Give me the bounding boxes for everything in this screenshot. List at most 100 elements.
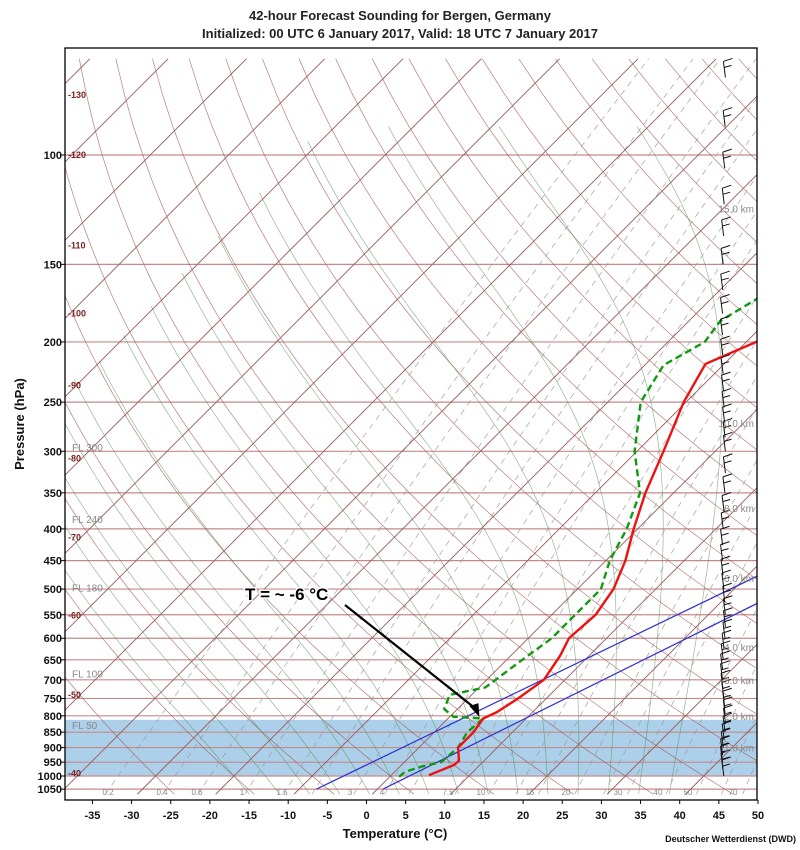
mixing-ratio-line <box>282 97 757 795</box>
wind-barb-flag <box>723 410 731 414</box>
wind-barb-flag <box>724 114 732 118</box>
x-tick-label: 0 <box>363 810 369 822</box>
mixing-ratio-label: 0.2 <box>102 788 114 797</box>
dry-adiabat <box>371 58 757 493</box>
wind-barb-flag <box>723 191 731 195</box>
wind-barb <box>722 622 726 639</box>
y-tick-label: 300 <box>44 446 62 458</box>
wind-barb <box>720 746 724 763</box>
dry-adiabat <box>628 58 757 203</box>
wind-barb-flag <box>722 763 730 767</box>
wind-barb-flag <box>724 711 732 715</box>
isotherm <box>450 487 757 795</box>
annotation-arrow <box>344 604 479 712</box>
isotherm <box>371 408 757 795</box>
dry-adiabat <box>65 498 335 795</box>
temperature-line <box>428 340 757 777</box>
isotherm-label: -110 <box>68 241 86 251</box>
wind-barb <box>720 653 724 671</box>
wind-barb <box>721 375 725 392</box>
wind-barb <box>720 248 724 265</box>
y-tick-label: 1050 <box>38 784 62 796</box>
flight-level-label: FL 300 <box>72 443 103 454</box>
wind-barb-flag <box>722 685 730 689</box>
plot-frame <box>64 47 758 801</box>
dry-adiabat <box>262 58 757 625</box>
wind-barb-flag <box>722 576 731 580</box>
isotherm <box>65 58 326 320</box>
isotherm-label: -90 <box>68 380 81 390</box>
moist-adiabat <box>498 126 664 795</box>
dry-adiabat <box>65 401 415 795</box>
mixing-ratio-label: 50 <box>684 788 693 797</box>
wind-barb-flag <box>721 640 731 645</box>
wind-barb <box>722 435 726 452</box>
x-tick-label: 25 <box>556 810 568 822</box>
dry-adiabat <box>775 59 800 794</box>
wind-barb-flag <box>721 756 731 761</box>
dry-adiabat <box>298 58 757 580</box>
wind-barb-flag <box>721 548 729 552</box>
x-tick-label: -30 <box>124 810 140 822</box>
wind-barb <box>720 559 724 576</box>
chart-title: 42-hour Forecast Sounding for Bergen, Ge… <box>249 8 551 23</box>
y-tick-label: 700 <box>44 675 62 687</box>
x-tick-label: 50 <box>752 810 764 822</box>
wind-barb-flag <box>724 460 732 464</box>
isotherm <box>65 58 404 398</box>
isotherm-label: -120 <box>68 150 86 160</box>
wind-barb-flag <box>721 756 730 760</box>
mixing-ratio-line <box>454 296 757 795</box>
isotherm-label: -80 <box>68 453 81 463</box>
y-tick-label: 250 <box>44 397 62 409</box>
mixing-ratio-line <box>665 607 757 795</box>
height-label: 4.0 km <box>724 643 754 654</box>
mixing-ratio-line <box>538 406 757 795</box>
y-tick-label: 800 <box>44 711 62 723</box>
mixing-ratio-label: 1 <box>240 788 245 797</box>
wind-barb <box>721 723 725 741</box>
annotation-arrowhead <box>469 703 480 718</box>
wind-barb <box>722 586 726 603</box>
moist-adiabat <box>73 379 370 795</box>
isotherm <box>293 330 757 795</box>
wind-barb-flag <box>723 696 733 701</box>
x-tick-label: 45 <box>713 810 725 822</box>
dry-adiabat <box>65 294 495 795</box>
wind-barb <box>721 633 725 650</box>
y-tick-label: 650 <box>44 655 62 667</box>
wind-barb-flag <box>721 371 731 376</box>
x-tick-label: 35 <box>634 810 646 822</box>
height-label: 6.0 km <box>724 574 754 585</box>
y-tick-label: 450 <box>44 556 62 568</box>
wind-barb-flag <box>720 315 730 320</box>
wind-barb <box>720 643 724 660</box>
moist-adiabat <box>65 476 311 795</box>
y-tick-label: 900 <box>44 743 62 755</box>
wind-barb-flag <box>722 378 730 382</box>
moist-adiabat <box>98 361 400 795</box>
wind-barb <box>722 421 726 438</box>
wind-barb <box>720 319 724 336</box>
x-tick-label: -35 <box>84 810 100 822</box>
y-tick-label: 750 <box>44 693 62 705</box>
mixing-ratio-label: 0.6 <box>191 788 203 797</box>
mixing-ratio-label: 40 <box>654 788 663 797</box>
wind-barb-flag <box>723 595 733 600</box>
isotherm-label: -60 <box>68 611 81 621</box>
flight-level-label: FL 50 <box>72 721 98 732</box>
mixing-ratio-label: 0.4 <box>156 788 168 797</box>
mixing-ratio-label: 30 <box>614 788 623 797</box>
wind-barb-flag <box>721 491 732 496</box>
chart-subtitle: Initialized: 00 UTC 6 January 2017, Vali… <box>202 26 598 41</box>
y-axis-label: Pressure (hPa) <box>12 378 27 470</box>
wind-barb <box>721 219 725 236</box>
wind-barb-flag <box>724 602 732 606</box>
x-tick-label: 5 <box>403 810 409 822</box>
wind-barb-flag <box>721 629 732 634</box>
isotherm <box>137 173 757 795</box>
wind-barb <box>721 188 725 205</box>
dry-adiabat <box>591 58 757 243</box>
dry-adiabat <box>555 58 757 284</box>
dewpoint-line <box>398 297 757 778</box>
